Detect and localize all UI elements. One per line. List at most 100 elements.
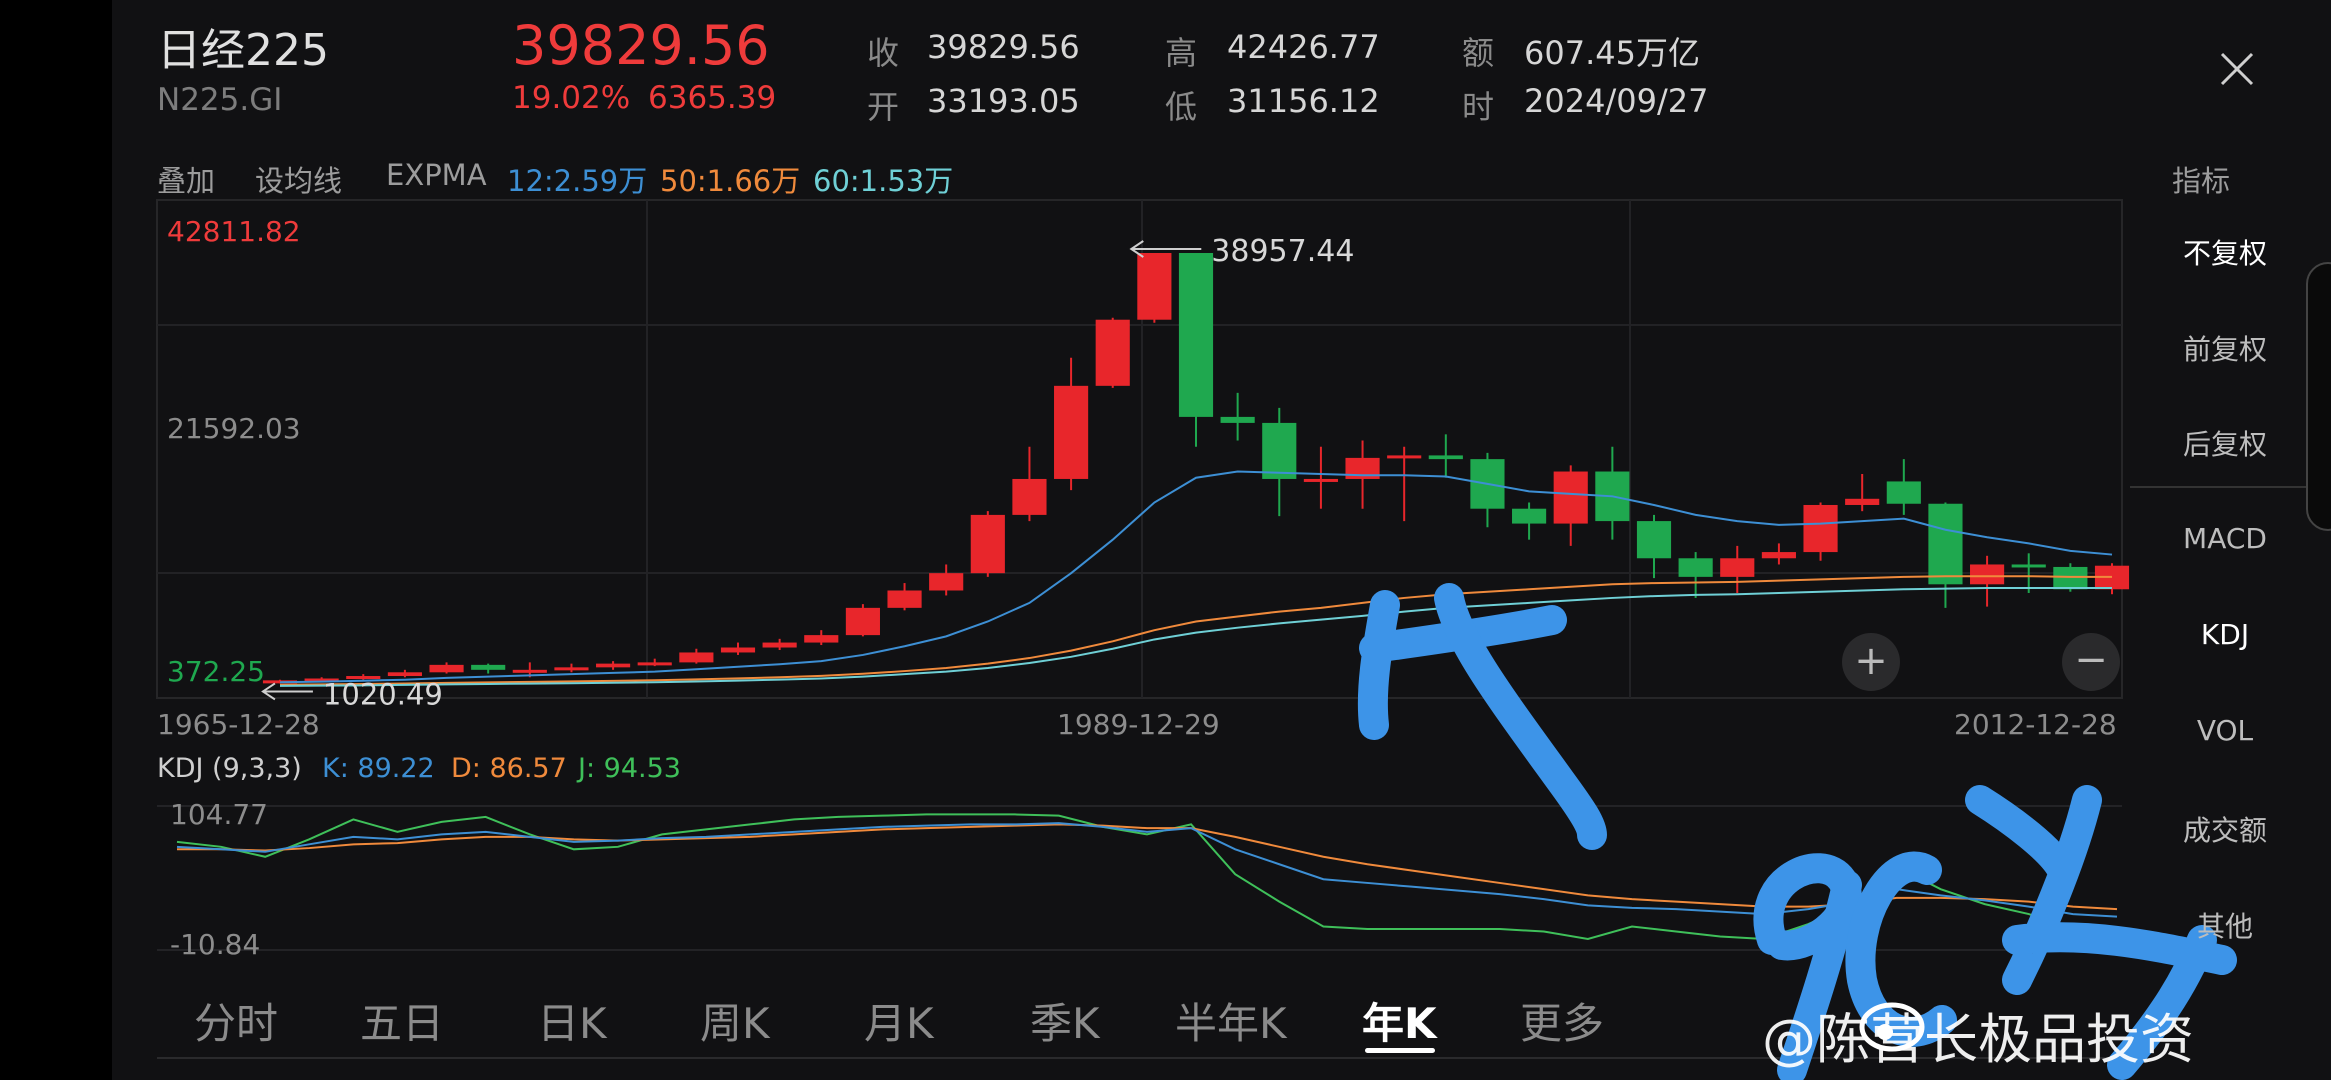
stat-time-label: 时 xyxy=(1462,88,1495,126)
candle-body xyxy=(596,663,631,668)
candle-body xyxy=(1636,521,1672,559)
chart-area[interactable]: 38957.44 1020.49 xyxy=(112,0,2331,1080)
stat-amount-value: 607.45万亿 xyxy=(1524,34,1700,72)
candle-body xyxy=(1553,471,1588,524)
stat-high-label: 高 xyxy=(1165,34,1198,72)
close-button[interactable] xyxy=(2212,44,2262,94)
candle-body xyxy=(804,635,839,643)
stat-close-label: 收 xyxy=(867,34,900,72)
zoom-out-button[interactable]: − xyxy=(2062,633,2120,691)
tab-more[interactable]: 更多 xyxy=(1520,999,1605,1048)
close-icon xyxy=(2220,52,2254,86)
kdj-title: KDJ (9,3,3) xyxy=(157,753,302,784)
tab-intraday[interactable]: 分时 xyxy=(194,999,279,1048)
side-vol[interactable]: VOL xyxy=(2196,714,2254,747)
tab-five-day[interactable]: 五日 xyxy=(360,999,445,1048)
candle-body xyxy=(429,664,464,673)
side-forward-adjusted[interactable]: 前复权 xyxy=(2182,333,2267,366)
annotation-stroke-3 xyxy=(1753,853,1862,1080)
candle-body xyxy=(1886,481,1921,504)
max-marker-arrow xyxy=(1129,240,1144,258)
side-kdj[interactable]: KDJ xyxy=(2200,618,2250,651)
y-axis-top-label: 42811.82 xyxy=(167,215,301,248)
kdj-j-value: J: 94.53 xyxy=(578,753,681,784)
tab-half-year-k[interactable]: 半年K xyxy=(1175,999,1287,1048)
stat-amount-label: 额 xyxy=(1462,34,1495,72)
kdj-y-top-label: 104.77 xyxy=(170,798,268,831)
side-other[interactable]: 其他 xyxy=(2196,910,2253,943)
weibo-icon xyxy=(1859,1002,1925,1052)
candle-body xyxy=(1761,552,1796,559)
active-tab-indicator xyxy=(1365,1048,1435,1053)
current-price: 39829.56 xyxy=(512,14,770,77)
change-percent: 19.02% xyxy=(512,80,631,116)
candle-body xyxy=(1220,416,1255,423)
kdj-j-line xyxy=(176,813,2118,943)
annotation-stroke-2 xyxy=(1434,583,1607,850)
side-macd[interactable]: MACD xyxy=(2183,522,2267,555)
annotation-stroke-5 xyxy=(1965,785,2237,1080)
set-ma-button[interactable]: 设均线 xyxy=(255,164,343,198)
annotation-stroke-4 xyxy=(1845,851,1957,1047)
min-marker-arrow xyxy=(261,682,276,701)
index-code: N225.GI xyxy=(157,82,283,118)
ema60-line xyxy=(279,587,2112,687)
candle-body xyxy=(929,573,964,591)
stat-high-value: 42426.77 xyxy=(1227,28,1380,66)
candle-body xyxy=(1012,478,1047,515)
candle-body xyxy=(845,607,880,636)
main-chart-frame xyxy=(156,199,2123,699)
y-axis-low-label: 372.25 xyxy=(167,655,265,688)
kdj-d-line xyxy=(177,823,2118,911)
candle-body xyxy=(1095,319,1130,386)
side-turnover[interactable]: 成交额 xyxy=(2182,814,2267,847)
candle-body xyxy=(1720,558,1755,577)
tab-yearly-k[interactable]: 年K xyxy=(1362,999,1437,1048)
candle-body xyxy=(1054,385,1089,479)
x-axis-label-1: 1965-12-28 xyxy=(157,708,320,741)
x-axis-label-2: 1989-12-29 xyxy=(1057,708,1220,741)
candle-body xyxy=(720,647,756,653)
stat-close-value: 39829.56 xyxy=(927,28,1080,66)
change-absolute: 6365.39 xyxy=(648,80,777,116)
candle-body xyxy=(1345,457,1380,479)
candle-body xyxy=(1387,455,1422,459)
candle-body xyxy=(1178,253,1214,417)
min-marker-label: 1020.49 xyxy=(323,677,443,711)
expma-label[interactable]: EXPMA xyxy=(386,158,487,192)
stat-low-value: 31156.12 xyxy=(1227,82,1380,120)
ema12-value: 12:2.59万 xyxy=(507,164,648,198)
kdj-k-value: K: 89.22 xyxy=(322,753,435,784)
stat-open-value: 33193.05 xyxy=(927,82,1080,120)
tab-quarterly-k[interactable]: 季K xyxy=(1030,999,1100,1048)
kdj-k-line xyxy=(176,822,2118,918)
y-axis-mid-label: 21592.03 xyxy=(167,412,301,445)
candle-body xyxy=(1512,508,1547,524)
indicator-button[interactable]: 指标 xyxy=(2172,164,2231,198)
side-unadjusted[interactable]: 不复权 xyxy=(2182,237,2267,270)
candle-body xyxy=(1928,503,1963,585)
stat-time-value: 2024/09/27 xyxy=(1524,82,1709,120)
candle-body xyxy=(304,678,339,682)
candle-body xyxy=(1262,422,1297,479)
tab-weekly-k[interactable]: 周K xyxy=(700,999,770,1048)
candle-body xyxy=(1845,498,1880,505)
candle-body xyxy=(762,642,797,648)
side-backward-adjusted[interactable]: 后复权 xyxy=(2182,428,2267,461)
ema50-value: 50:1.66万 xyxy=(660,164,801,198)
kdj-d-value: D: 86.57 xyxy=(451,753,567,784)
tab-monthly-k[interactable]: 月K xyxy=(864,999,934,1048)
candle-body xyxy=(1678,558,1713,577)
side-divider xyxy=(2130,486,2320,488)
watermark-text: @陈营长极品投资 xyxy=(1762,1008,2194,1071)
x-axis-label-3: 2012-12-28 xyxy=(1954,708,2117,741)
kdj-y-bottom-label: -10.84 xyxy=(170,928,261,961)
candle-body xyxy=(1303,478,1338,482)
candle-body xyxy=(1428,455,1463,460)
overlay-button[interactable]: 叠加 xyxy=(157,164,216,198)
tab-daily-k[interactable]: 日K xyxy=(537,999,607,1048)
zoom-in-button[interactable]: + xyxy=(1842,633,1900,691)
candle-body xyxy=(1137,253,1172,320)
candle-body xyxy=(679,652,714,663)
candle-body xyxy=(970,514,1005,574)
